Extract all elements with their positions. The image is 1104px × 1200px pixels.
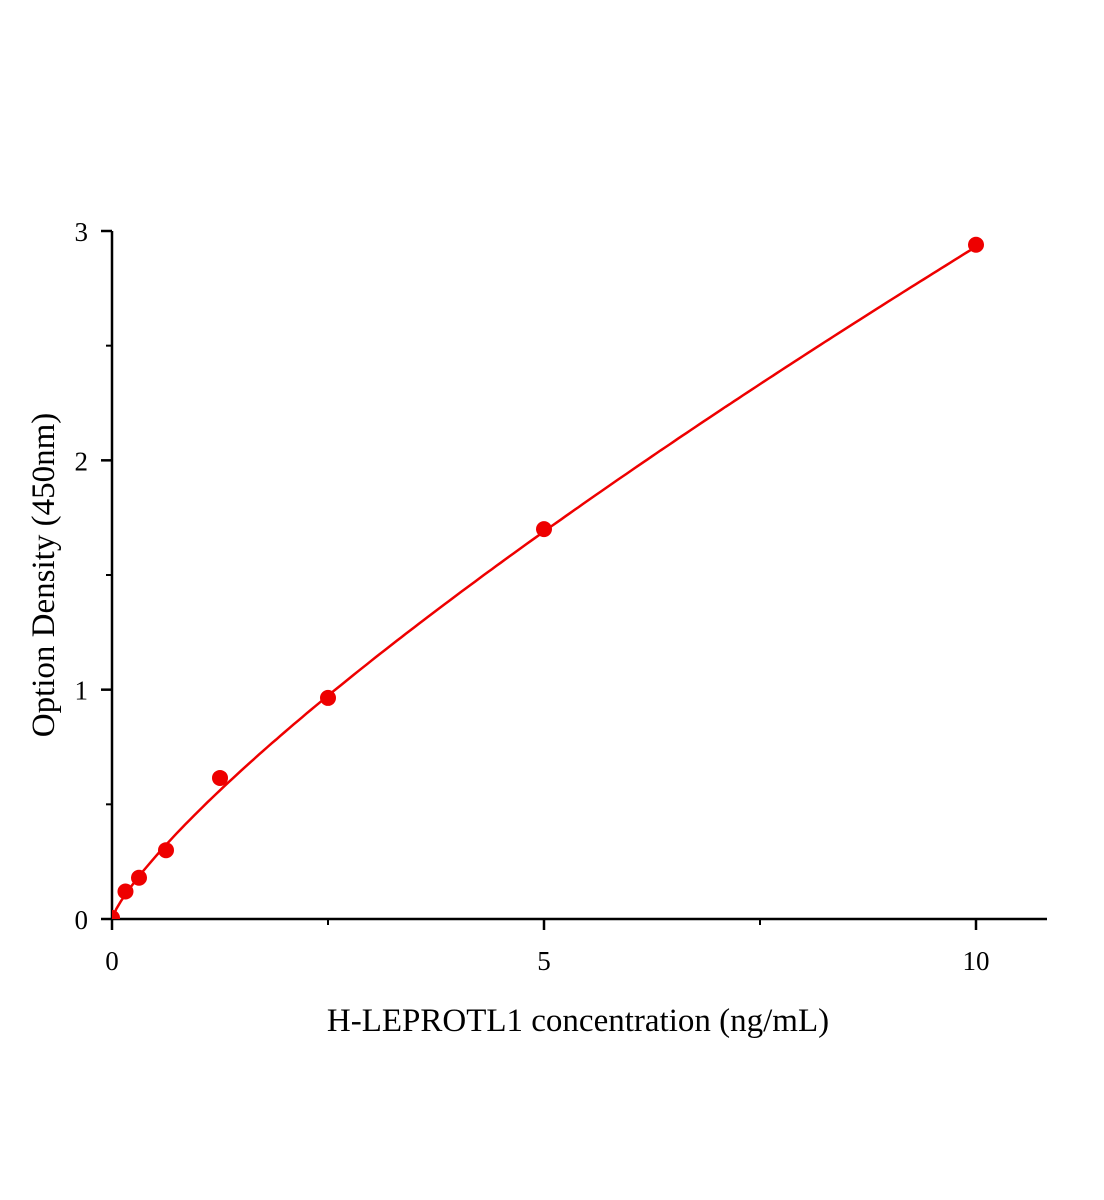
x-tick-label: 5 [537,946,551,976]
x-tick-label: 0 [105,946,119,976]
y-tick-label: 0 [75,905,89,935]
data-point [968,236,984,253]
y-tick-label: 1 [75,676,89,706]
data-point [320,689,336,706]
fit-curve-group [112,245,977,919]
y-tick-label: 2 [75,446,89,476]
x-tick-label: 10 [963,946,990,976]
data-points [112,236,984,919]
y-axis-title: Option Density (450nm) [26,413,62,737]
axes: 0 5 10 0 1 2 3 [75,217,1047,976]
data-point [117,883,134,900]
data-point [212,769,228,786]
data-point [536,521,552,538]
data-point [131,869,147,886]
data-point [158,842,174,859]
fit-curve-line [112,245,977,919]
data-point [112,909,120,919]
x-axis-title: H-LEPROTL1 concentration (ng/mL) [327,1003,829,1039]
y-tick-label: 3 [75,217,89,247]
